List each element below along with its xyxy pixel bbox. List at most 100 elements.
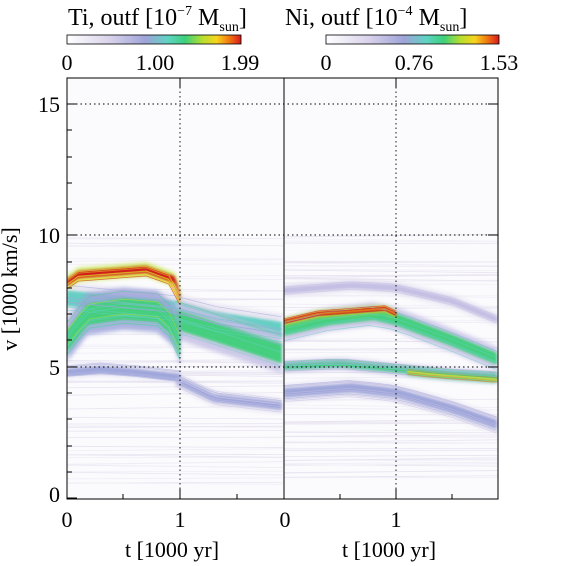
background-streak	[284, 269, 498, 274]
heatmap-streak	[67, 274, 181, 305]
y-tick-label-15: 15	[38, 92, 60, 117]
heatmap-streak	[175, 385, 282, 413]
heatmap-streak	[175, 324, 282, 360]
heatmap-streak	[407, 371, 497, 380]
background-streak	[67, 416, 283, 420]
ni-panel-title: Ni, outf [10−4 Msun]	[285, 4, 467, 35]
heatmap-streak	[67, 298, 282, 331]
heatmap-streak	[284, 389, 497, 427]
heatmap-streak	[67, 371, 181, 380]
background-streak	[67, 392, 283, 396]
heatmap-streak	[175, 377, 282, 405]
background-streak	[67, 464, 283, 468]
heatmap-streak	[67, 363, 181, 373]
heatmap-streak	[67, 373, 181, 383]
background-streak	[67, 477, 283, 480]
heatmap-streak	[67, 372, 181, 381]
heatmap-streak	[67, 274, 181, 304]
heatmap-streak	[284, 359, 497, 373]
heatmap-streak	[67, 303, 181, 341]
heatmap-streak	[284, 393, 497, 431]
background-streak	[67, 259, 283, 262]
heatmap-streak	[284, 281, 497, 317]
heatmap-streak	[284, 381, 497, 419]
ni-colorbar	[325, 34, 500, 45]
y-tick-label-10: 10	[38, 223, 60, 248]
heatmap-streak	[284, 380, 497, 418]
heatmap-streak	[284, 396, 497, 434]
y-tick-label-0: 0	[49, 482, 60, 507]
background-streak	[284, 461, 498, 465]
ti-colorbar-tick-mid: 1.00	[136, 50, 175, 75]
heatmap-streak	[67, 297, 282, 330]
heatmap-streak	[67, 368, 181, 378]
ti-x-tick-label-0: 0	[62, 507, 73, 532]
heatmap-streak	[284, 363, 497, 377]
x-ticks	[122, 78, 453, 499]
heatmap-streak	[284, 309, 397, 324]
heatmap-streak	[284, 308, 397, 323]
heatmap-streak	[175, 320, 282, 356]
heatmap-streak	[284, 307, 397, 321]
background-streak	[67, 385, 283, 389]
heatmap-streak	[175, 300, 282, 336]
background-streak	[67, 359, 283, 364]
ni-colorbar-tick-max: 1.53	[480, 50, 519, 75]
heatmap-streak	[175, 317, 282, 353]
ti-x-axis-label: t [1000 yr]	[125, 537, 219, 562]
y-ticks	[67, 77, 498, 499]
heatmap-streak	[67, 275, 181, 306]
background-streak	[67, 461, 283, 465]
background-streak	[284, 238, 498, 242]
ni-colorbar-tick-min: 0	[321, 50, 332, 75]
background-streak	[284, 441, 498, 444]
ni-colorbar-tick-mid: 0.76	[395, 50, 434, 75]
heatmap-streak	[284, 305, 397, 320]
heatmap-streak	[284, 362, 497, 376]
ni-heatmap	[284, 278, 497, 434]
background-streak	[284, 454, 498, 458]
background-streak	[284, 475, 498, 478]
heatmap-streak	[284, 394, 497, 433]
heatmap-streak	[175, 372, 282, 400]
heatmap-streak	[284, 358, 497, 373]
heatmap-streak	[175, 315, 282, 351]
heatmap-streak	[284, 283, 497, 319]
heatmap-streak	[67, 270, 181, 300]
background-streak	[67, 470, 283, 473]
heatmap-streak	[284, 361, 497, 375]
heatmap-streak	[67, 314, 181, 352]
heatmap-streak	[67, 309, 181, 347]
ni-x-tick-label-1: 1	[391, 507, 402, 532]
background-streak	[284, 268, 498, 272]
heatmap-streak	[67, 313, 181, 351]
heatmap-streak	[284, 380, 497, 419]
background-streak	[67, 425, 283, 428]
heatmap-streak	[67, 284, 282, 318]
y-tick-label-5: 5	[49, 355, 60, 380]
ni-heatmap-background-streaks	[284, 234, 498, 479]
ti-x-tick-label-1: 1	[175, 507, 186, 532]
heatmap-streak	[284, 311, 397, 326]
heatmap-streak	[284, 325, 497, 371]
background-streak	[284, 242, 498, 245]
background-streak	[284, 434, 498, 437]
ti-colorbar-tick-max: 1.99	[221, 50, 260, 75]
background-streak	[284, 274, 498, 277]
heatmap-streak	[284, 318, 497, 364]
background-streak	[284, 262, 498, 267]
background-streak	[284, 470, 498, 474]
background-streak	[284, 277, 498, 282]
heatmap-streak	[175, 331, 282, 367]
heatmap-streak	[175, 310, 282, 346]
heatmap-streak	[175, 374, 282, 402]
heatmap-streak	[175, 373, 282, 401]
heatmap-streak	[67, 315, 181, 354]
heatmap-streak	[284, 313, 497, 359]
background-streak	[67, 445, 283, 448]
background-streak	[67, 454, 283, 458]
background-streak	[284, 463, 498, 466]
heatmap-streak	[67, 302, 282, 335]
heatmap-streak	[284, 381, 497, 419]
